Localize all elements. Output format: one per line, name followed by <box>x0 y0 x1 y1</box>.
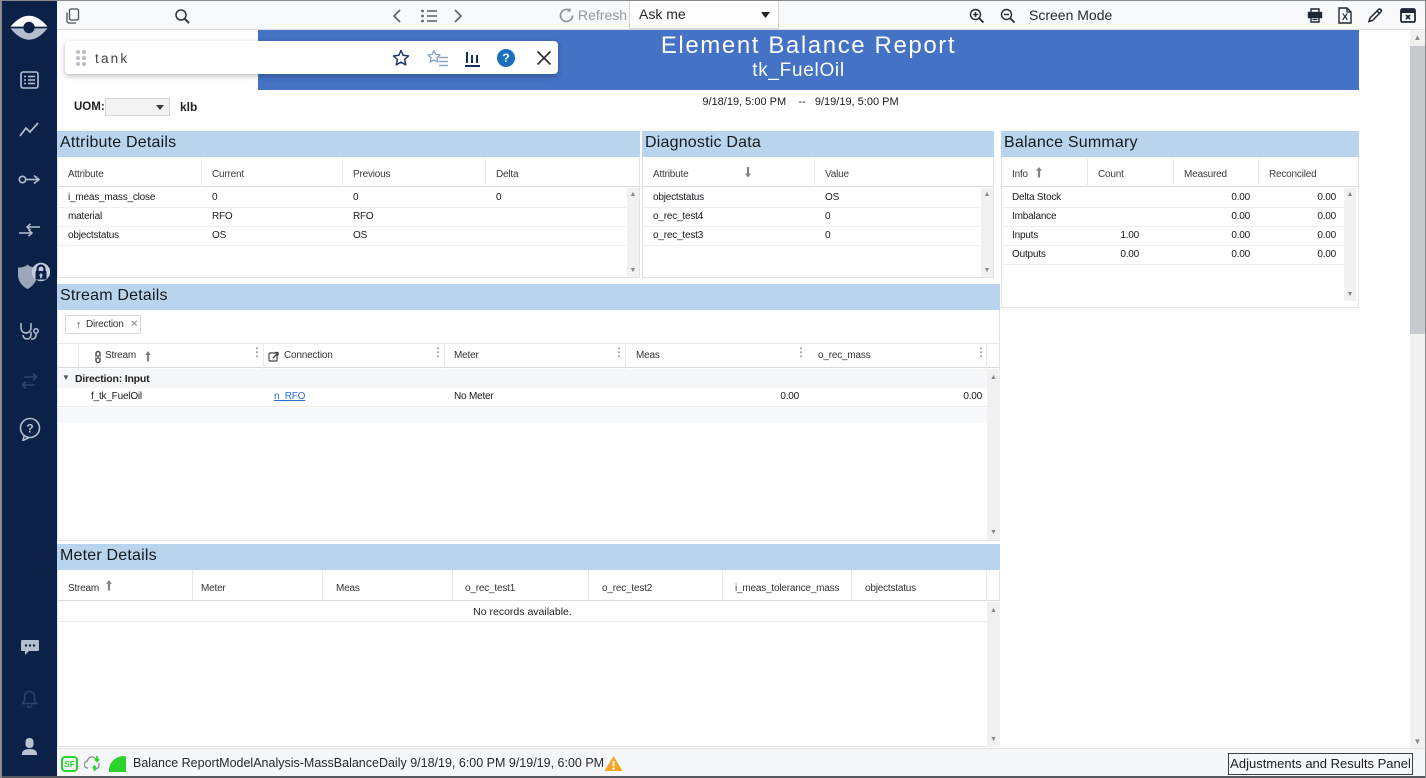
svg-text:X: X <box>1342 12 1348 22</box>
svg-text:?: ? <box>26 422 33 436</box>
